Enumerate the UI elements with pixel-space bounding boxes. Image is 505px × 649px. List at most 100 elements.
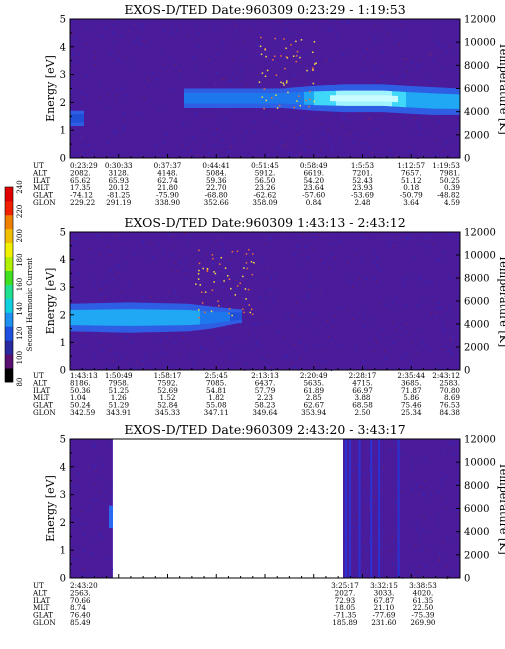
band-core [252, 92, 254, 104]
table-cell: 61.35 [413, 596, 434, 605]
noise-pixel [117, 265, 119, 267]
noise-pixel [395, 503, 397, 505]
band-peak [382, 95, 384, 102]
noise-pixel [170, 366, 172, 368]
noise-pixel [90, 538, 92, 540]
noise-pixel [221, 139, 224, 141]
noise-pixel [332, 273, 334, 275]
noise-pixel [167, 70, 169, 72]
band-core [188, 310, 190, 326]
noise-pixel [339, 143, 341, 145]
noise-pixel [365, 533, 367, 535]
table-cell: -53.69 [351, 191, 374, 200]
noise-pixel [442, 47, 444, 49]
band-core [156, 309, 158, 326]
noise-pixel [423, 457, 425, 459]
band-core [324, 91, 326, 106]
table-cell: 65.62 [70, 176, 91, 185]
noise-pixel [445, 508, 447, 510]
noise-pixel [427, 152, 429, 155]
noise-pixel [73, 243, 75, 245]
noise-pixel [381, 51, 383, 53]
vertical-streak [358, 439, 361, 578]
noise-pixel [442, 479, 444, 481]
noise-pixel [112, 343, 114, 345]
noise-pixel [319, 234, 321, 236]
noise-pixel [319, 21, 321, 23]
band-core [236, 312, 238, 321]
noise-pixel [445, 329, 447, 331]
band-core [102, 309, 104, 326]
y-tick-label-left: 3 [60, 490, 66, 501]
noise-pixel [241, 69, 243, 71]
noise-pixel [455, 509, 457, 511]
y-axis-label-right: Temperature [K] [497, 42, 505, 134]
band-core [458, 94, 460, 109]
table-cell: 4148. [157, 168, 178, 177]
noise-pixel [449, 234, 451, 236]
y-tick-label-right: 10000 [464, 458, 496, 469]
speckle [312, 67, 314, 69]
noise-pixel [112, 31, 114, 33]
noise-pixel [373, 38, 375, 40]
band-peak [370, 95, 372, 102]
speckle [280, 81, 282, 84]
chart-title: EXOS-D/TED Date:960309 0:23:29 - 1:19:53 [124, 2, 405, 17]
speckle [217, 300, 219, 302]
noise-pixel [280, 305, 282, 307]
band-core [214, 92, 216, 104]
noise-pixel [123, 122, 125, 124]
colorbar-segment [5, 187, 13, 202]
band-core [416, 92, 418, 108]
noise-pixel [303, 59, 306, 61]
noise-pixel [341, 114, 343, 116]
noise-pixel [375, 128, 377, 130]
noise-pixel [441, 498, 443, 500]
noise-pixel [253, 131, 256, 133]
noise-pixel [109, 490, 111, 492]
noise-pixel [420, 514, 422, 516]
noise-pixel [346, 133, 348, 135]
noise-pixel [201, 265, 203, 267]
noise-pixel [73, 52, 75, 55]
noise-pixel [309, 74, 311, 76]
speckle [236, 250, 239, 252]
noise-pixel [307, 297, 310, 299]
noise-pixel [454, 302, 456, 304]
noise-pixel [331, 253, 333, 256]
band-core [216, 92, 218, 104]
noise-pixel [179, 262, 181, 264]
band-core [180, 309, 182, 326]
noise-pixel [190, 360, 192, 362]
noise-pixel [320, 287, 322, 289]
noise-pixel [71, 21, 73, 23]
noise-pixel [350, 279, 352, 281]
noise-pixel [102, 561, 104, 563]
noise-pixel [121, 244, 124, 246]
noise-pixel [418, 125, 420, 127]
speckle [285, 56, 288, 58]
band-core [76, 114, 78, 123]
noise-pixel [361, 114, 363, 116]
noise-pixel [94, 465, 96, 467]
noise-pixel [410, 273, 412, 275]
speckle [295, 55, 298, 57]
noise-pixel [391, 535, 393, 538]
noise-pixel [139, 43, 141, 45]
noise-pixel [169, 101, 171, 103]
noise-pixel [373, 81, 376, 83]
noise-pixel [316, 357, 318, 359]
table-cell: 58.23 [255, 401, 276, 410]
band-core [282, 92, 284, 104]
speckle [248, 304, 251, 306]
noise-pixel [176, 270, 178, 272]
noise-pixel [453, 50, 455, 52]
noise-pixel [260, 320, 262, 322]
orbit-table: UTALTILATMLTGLATGLON1:43:138186.50.361.0… [32, 371, 460, 417]
speckle [202, 267, 204, 270]
orbit-table: UTALTILATMLTGLATGLON0:23:292082.65.6217.… [32, 161, 460, 207]
noise-pixel [293, 254, 296, 256]
noise-pixel [242, 55, 244, 57]
band-core [438, 93, 440, 109]
noise-pixel [185, 276, 187, 278]
